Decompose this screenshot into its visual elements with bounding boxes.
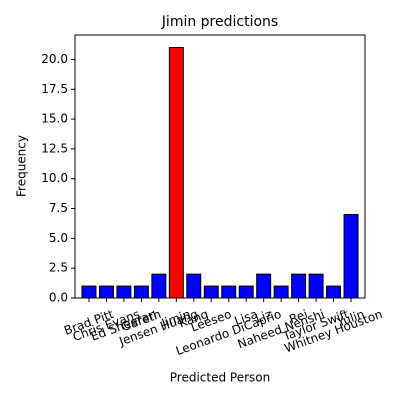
bar <box>291 273 307 299</box>
bar <box>326 285 342 299</box>
x-tick-label: Rei <box>287 307 309 326</box>
y-tick-label: 15.0 <box>41 112 68 126</box>
bar <box>273 285 289 299</box>
y-tick-label: 17.5 <box>41 82 68 96</box>
y-tick-label: 12.5 <box>41 141 68 155</box>
y-tick-label: 5.0 <box>49 231 68 245</box>
bar <box>343 214 359 299</box>
bar <box>133 285 149 299</box>
bar <box>256 273 272 299</box>
y-tick-label: 7.5 <box>49 201 68 215</box>
x-tick-label: Liz <box>253 307 273 326</box>
x-axis-label: Predicted Person <box>170 371 270 385</box>
y-tick-label: 2.5 <box>49 261 68 275</box>
bar <box>116 285 132 299</box>
y-tick-label: 0.0 <box>49 291 68 305</box>
y-tick-label: 20.0 <box>41 52 68 66</box>
bar <box>238 285 254 299</box>
bar <box>151 273 167 299</box>
bar <box>186 273 202 299</box>
y-axis-label: Frequency <box>15 135 29 197</box>
chart-title: Jimin predictions <box>161 14 278 30</box>
bar <box>203 285 219 299</box>
y-tick-label: 10.0 <box>41 171 68 185</box>
bar <box>98 285 114 299</box>
bar <box>81 285 97 299</box>
bar <box>308 273 324 299</box>
bar <box>168 47 184 299</box>
bar <box>221 285 237 299</box>
plot-frame <box>74 34 366 299</box>
